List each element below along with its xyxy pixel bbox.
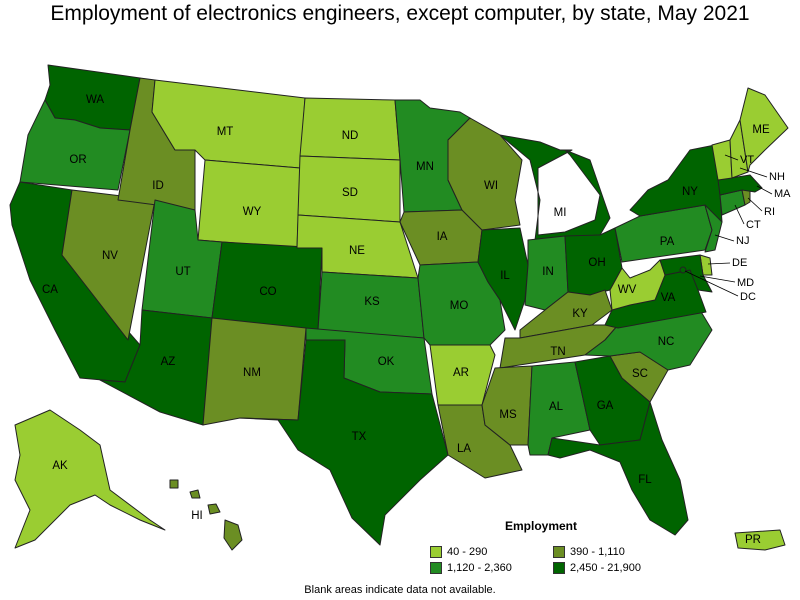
label-mn: MN [416,161,434,173]
leader-ct [734,204,745,225]
legend-item-4: 2,450 - 21,900 [553,562,641,574]
label-ky: KY [572,308,588,320]
label-or: OR [69,154,86,166]
state-wy[interactable] [197,159,301,249]
leader-dc [684,270,739,297]
label-ny: NY [682,186,698,198]
label-ma: MA [774,188,791,200]
legend-swatch-3 [430,562,442,574]
state-hi-kauai[interactable] [169,479,179,489]
label-tn: TN [550,346,565,358]
legend-label-3: 1,120 - 2,360 [447,562,512,574]
state-ma[interactable] [717,174,763,196]
legend-title: Employment [505,519,578,533]
legend-swatch-1 [430,546,442,558]
label-nd: ND [342,130,359,142]
leader-de [707,262,731,265]
label-ar: AR [453,367,469,379]
state-nd[interactable] [299,97,401,161]
state-mi[interactable] [499,134,611,241]
label-nm: NM [243,367,261,379]
state-hi[interactable] [223,519,243,551]
label-mt: MT [217,126,234,138]
label-tx: TX [352,431,367,443]
label-wy: WY [243,206,262,218]
state-wi[interactable] [447,117,523,231]
label-nc: NC [658,336,675,348]
state-dc[interactable] [679,266,687,274]
label-oh: OH [588,257,605,269]
label-la: LA [457,443,471,455]
legend-label-2: 390 - 1,110 [570,546,625,558]
legend-item-1: 40 - 290 [430,546,487,558]
legend-label-4: 2,450 - 21,900 [570,562,641,574]
label-ga: GA [597,400,614,412]
state-nc[interactable] [584,309,713,371]
state-nj[interactable] [704,204,723,253]
label-ne: NE [349,245,365,257]
label-ca: CA [42,284,58,296]
label-wv: WV [618,284,637,296]
legend-label-1: 40 - 290 [447,546,488,558]
state-ar[interactable] [429,344,496,406]
label-ak: AK [52,460,68,472]
state-pa[interactable] [614,204,713,263]
map-title: Employment of electronics engineers, exc… [50,2,750,25]
label-ct: CT [746,219,761,231]
label-fl: FL [638,474,652,486]
label-nh: NH [769,171,785,183]
label-ri: RI [764,206,775,218]
state-hi-maui[interactable] [207,503,221,515]
leader-ma [756,185,773,195]
label-ok: OK [378,356,395,368]
label-al: AL [549,401,564,413]
leader-ri [747,197,763,212]
label-dc: DC [740,291,756,303]
label-pr: PR [745,534,761,546]
label-in: IN [542,266,554,278]
label-hi: HI [191,510,203,522]
label-co: CO [259,286,276,298]
label-nj: NJ [736,235,749,247]
legend-item-3: 1,120 - 2,360 [430,562,512,574]
label-il: IL [500,270,510,282]
label-id: ID [152,180,164,192]
leader-nh [739,167,768,178]
state-pr[interactable] [734,529,786,551]
state-hi-group [169,479,243,551]
label-mo: MO [450,300,469,312]
state-hi-oahu[interactable] [189,489,201,499]
label-az: AZ [161,356,176,368]
label-wi: WI [484,180,498,192]
footnote: Blank areas indicate data not available. [304,584,496,596]
state-md[interactable] [659,254,713,293]
label-pa: PA [660,236,675,248]
label-ut: UT [175,266,190,278]
state-ak[interactable] [14,409,166,549]
state-il[interactable] [477,227,529,331]
label-mi: MI [554,207,567,219]
label-vt: VT [740,154,754,166]
label-nv: NV [102,250,118,262]
legend-swatch-4 [553,562,565,574]
label-me: ME [752,124,770,136]
label-ia: IA [437,231,448,243]
leader-nj [714,234,735,242]
state-tx[interactable] [239,339,449,546]
legend-item-2: 390 - 1,110 [553,546,625,558]
legend-swatch-2 [553,546,565,558]
label-va: VA [661,292,676,304]
state-fl[interactable] [547,401,689,536]
label-wa: WA [86,94,104,106]
label-sc: SC [632,368,648,380]
label-sd: SD [342,187,358,199]
label-ks: KS [364,296,380,308]
label-ms: MS [499,409,517,421]
leader-md [699,275,736,283]
label-de: DE [732,257,747,269]
label-md: MD [737,277,754,289]
leader-vt [724,154,739,161]
